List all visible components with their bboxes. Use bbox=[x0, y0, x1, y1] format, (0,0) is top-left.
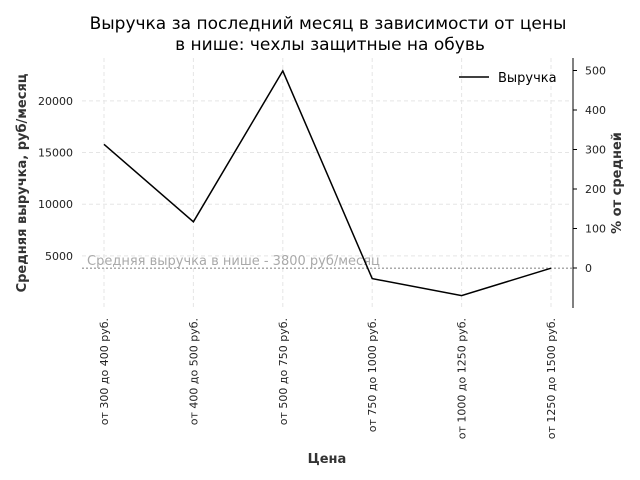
x-tick-label: от 300 до 400 руб. bbox=[98, 318, 111, 425]
legend-label: Выручка bbox=[498, 71, 557, 86]
y-tick-label: 5000 bbox=[45, 250, 73, 263]
y2-tick-label: 0 bbox=[585, 262, 592, 275]
y-tick-label: 15000 bbox=[38, 147, 73, 160]
y-tick-label: 20000 bbox=[38, 95, 73, 108]
x-tick-label: от 1000 до 1250 руб. bbox=[456, 318, 469, 439]
chart-title-line-1: Выручка за последний месяц в зависимости… bbox=[90, 14, 567, 34]
series-line-revenue bbox=[103, 69, 552, 297]
x-tick-label: от 400 до 500 руб. bbox=[187, 318, 200, 425]
y-axis-label: Средняя выручка, руб/месяц bbox=[15, 73, 30, 292]
x-axis-label: Цена bbox=[308, 452, 347, 467]
y2-tick-label: 200 bbox=[585, 183, 606, 196]
x-tick-label: от 750 до 1000 руб. bbox=[366, 318, 379, 432]
x-axis-ticks: от 300 до 400 руб. от 400 до 500 руб. от 5… bbox=[98, 318, 558, 439]
x-tick-label: от 500 до 750 руб. bbox=[277, 318, 290, 425]
y2-axis-label: % от средней bbox=[610, 132, 625, 234]
y-axis-ticks: 5000 10000 15000 20000 bbox=[38, 95, 73, 263]
chart-title-line-2: в нише: чехлы защитные на обувь bbox=[175, 35, 485, 55]
average-annotation: Средняя выручка в нише - 3800 руб/месяц bbox=[87, 254, 380, 269]
x-tick-label: от 1250 до 1500 руб. bbox=[545, 318, 558, 439]
grid bbox=[82, 58, 572, 308]
y2-tick-label: 100 bbox=[585, 223, 606, 236]
y2-tick-label: 300 bbox=[585, 144, 606, 157]
y2-tick-label: 500 bbox=[585, 65, 606, 78]
y2-tick-label: 400 bbox=[585, 104, 606, 117]
y2-axis-ticks: 0 100 200 300 400 500 bbox=[573, 65, 606, 275]
legend: Выручка bbox=[459, 71, 557, 86]
y-tick-label: 10000 bbox=[38, 198, 73, 211]
